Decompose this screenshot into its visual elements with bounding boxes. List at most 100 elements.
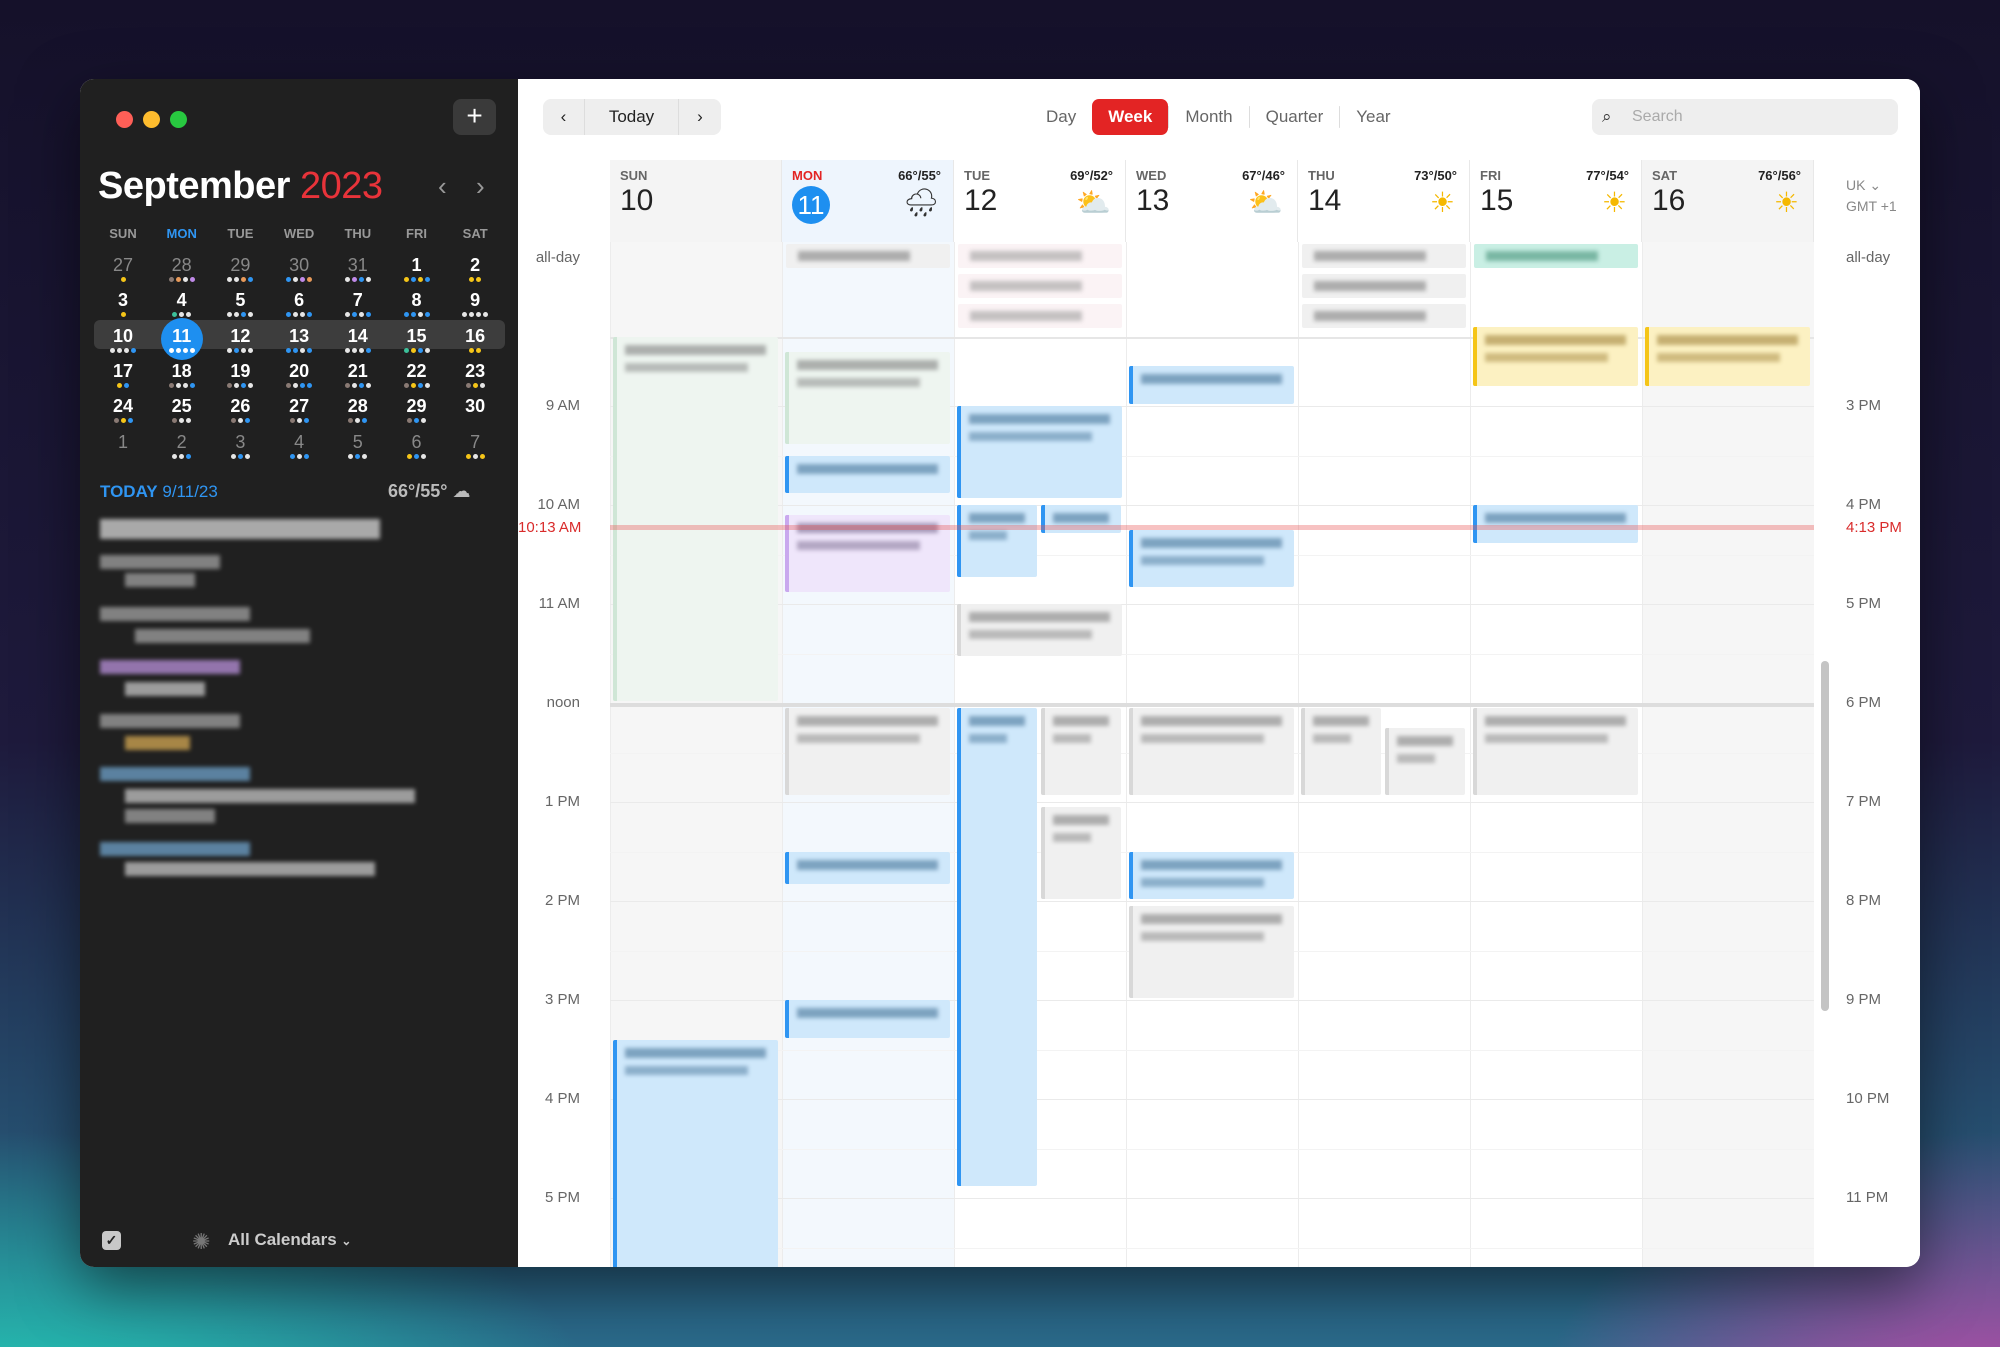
agenda-item[interactable] xyxy=(125,809,215,823)
mini-calendar-day[interactable]: 13 xyxy=(270,325,328,359)
calendar-event[interactable] xyxy=(1473,505,1638,543)
day-header-mon[interactable]: MON 11 66°/55° 🌧 xyxy=(782,160,954,242)
next-week-button[interactable]: › xyxy=(697,107,703,126)
mini-calendar-day[interactable]: 29 xyxy=(388,395,446,429)
day-column[interactable] xyxy=(1642,242,1814,1267)
mini-calendar-day[interactable]: 4 xyxy=(270,431,328,465)
calendar-event[interactable] xyxy=(957,406,1122,499)
mini-calendar-day[interactable]: 28 xyxy=(153,254,211,288)
mini-calendar-day[interactable]: 19 xyxy=(211,360,269,394)
view-quarter-button[interactable]: Quarter xyxy=(1265,107,1324,126)
close-window-button[interactable] xyxy=(116,111,133,128)
mini-calendar-day[interactable]: 20 xyxy=(270,360,328,394)
mini-calendar-day[interactable]: 1 xyxy=(94,431,152,465)
vertical-scrollbar[interactable] xyxy=(1821,661,1829,1011)
mini-calendar-day[interactable]: 21 xyxy=(329,360,387,394)
mini-calendar-day[interactable]: 29 xyxy=(211,254,269,288)
mini-calendar-day[interactable]: 14 xyxy=(329,325,387,359)
day-header-wed[interactable]: WED 13 67°/46° ⛅ xyxy=(1126,160,1298,242)
agenda-item[interactable] xyxy=(125,736,190,750)
mini-calendar-day[interactable]: 3 xyxy=(94,289,152,323)
day-header-tue[interactable]: TUE 12 69°/52° ⛅ xyxy=(954,160,1126,242)
calendar-event[interactable] xyxy=(1129,366,1294,404)
mini-calendar-day[interactable]: 26 xyxy=(211,395,269,429)
calendar-event[interactable] xyxy=(1041,806,1121,899)
allday-event[interactable] xyxy=(958,244,1122,268)
allday-event[interactable] xyxy=(1302,274,1466,298)
mini-calendar-day[interactable]: 25 xyxy=(153,395,211,429)
calendar-event[interactable] xyxy=(1385,727,1465,796)
mini-calendar-day[interactable]: 24 xyxy=(94,395,152,429)
allday-event[interactable] xyxy=(958,304,1122,328)
calendar-event[interactable] xyxy=(1041,707,1121,796)
calendar-event[interactable] xyxy=(957,707,1037,1187)
mini-calendar-day[interactable]: 7 xyxy=(329,289,387,323)
mini-calendar-day[interactable]: 4 xyxy=(153,289,211,323)
mini-calendar-day[interactable]: 11 xyxy=(153,317,211,360)
mini-calendar-day[interactable]: 2 xyxy=(153,431,211,465)
calendar-event[interactable] xyxy=(785,707,950,796)
mini-calendar-day[interactable]: 22 xyxy=(388,360,446,394)
mini-calendar-day[interactable]: 2 xyxy=(446,254,504,288)
calendar-event[interactable] xyxy=(1041,505,1121,533)
mini-calendar-day[interactable]: 5 xyxy=(211,289,269,323)
agenda-item[interactable] xyxy=(135,629,310,643)
mini-calendar-day[interactable]: 15 xyxy=(388,325,446,359)
prev-week-button[interactable]: ‹ xyxy=(543,99,585,135)
day-header-sun[interactable]: SUN 10 xyxy=(610,160,782,242)
mini-calendar-day[interactable]: 12 xyxy=(211,325,269,359)
calendar-event[interactable] xyxy=(1129,707,1294,796)
mini-calendar-day[interactable]: 30 xyxy=(270,254,328,288)
mini-calendar-day[interactable]: 17 xyxy=(94,360,152,394)
calendars-checkbox[interactable]: ✓ xyxy=(102,1231,121,1250)
mini-calendar-day[interactable]: 16 xyxy=(446,325,504,359)
day-header-thu[interactable]: THU 14 73°/50° ☀ xyxy=(1298,160,1470,242)
calendar-event[interactable] xyxy=(1645,326,1810,387)
next-month-button[interactable]: › xyxy=(476,171,485,201)
all-calendars-dropdown[interactable]: All Calendars ⌄ xyxy=(228,1230,351,1250)
calendar-event[interactable] xyxy=(785,351,950,444)
calendar-event[interactable] xyxy=(1129,529,1294,588)
mini-calendar-day[interactable]: 27 xyxy=(270,395,328,429)
agenda-item[interactable] xyxy=(100,607,250,621)
mini-calendar-day[interactable]: 7 xyxy=(446,431,504,465)
agenda-item[interactable] xyxy=(125,573,195,587)
mini-calendar-day[interactable]: 9 xyxy=(446,289,504,323)
view-month-button[interactable]: Month xyxy=(1185,107,1233,126)
mini-calendar-day[interactable]: 28 xyxy=(329,395,387,429)
agenda-item[interactable] xyxy=(100,555,220,569)
calendar-event[interactable] xyxy=(785,514,950,593)
day-header-fri[interactable]: FRI 15 77°/54° ☀ xyxy=(1470,160,1642,242)
today-button[interactable]: Today xyxy=(585,99,679,135)
agenda-item[interactable] xyxy=(100,842,250,856)
allday-event[interactable] xyxy=(958,274,1122,298)
mini-calendar-day[interactable]: 23 xyxy=(446,360,504,394)
day-header-sat[interactable]: SAT 16 76°/56° ☀ xyxy=(1642,160,1814,242)
allday-event[interactable] xyxy=(786,244,950,268)
allday-event[interactable] xyxy=(1474,244,1638,268)
calendar-event[interactable] xyxy=(785,455,950,494)
mini-calendar-day[interactable]: 27 xyxy=(94,254,152,288)
calendar-event[interactable] xyxy=(785,1000,950,1038)
mini-calendar-day[interactable]: 6 xyxy=(388,431,446,465)
agenda-item[interactable] xyxy=(100,714,240,728)
mini-calendar-day[interactable]: 1 xyxy=(388,254,446,288)
search-input[interactable]: ⌕ Search xyxy=(1592,99,1898,135)
agenda-item[interactable] xyxy=(125,789,415,803)
calendar-event[interactable] xyxy=(957,604,1122,657)
calendar-event[interactable] xyxy=(1473,707,1638,796)
agenda-item[interactable] xyxy=(100,519,380,539)
calendar-event[interactable] xyxy=(1129,905,1294,998)
agenda-item[interactable] xyxy=(100,767,250,781)
prev-month-button[interactable]: ‹ xyxy=(438,171,447,201)
mini-calendar-day[interactable]: 30 xyxy=(446,395,504,429)
add-event-button[interactable]: + xyxy=(453,99,496,135)
mini-calendar-day[interactable]: 31 xyxy=(329,254,387,288)
calendar-event[interactable] xyxy=(613,336,778,701)
agenda-item[interactable] xyxy=(100,660,240,674)
calendar-event[interactable] xyxy=(957,505,1037,578)
timezone-selector[interactable]: UK ⌄ GMT +1 xyxy=(1846,175,1897,217)
mini-calendar-day[interactable]: 6 xyxy=(270,289,328,323)
view-year-button[interactable]: Year xyxy=(1356,107,1391,126)
agenda-item[interactable] xyxy=(125,862,375,876)
